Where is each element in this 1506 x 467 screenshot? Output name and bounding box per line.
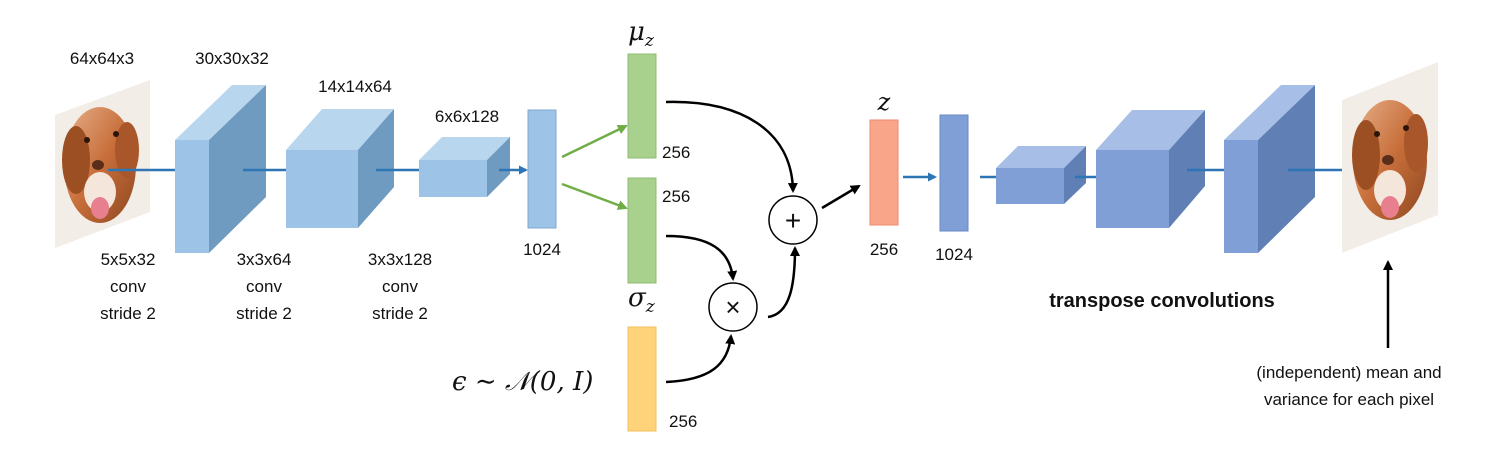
enc-op-1-kernel: 5x5x32 bbox=[101, 250, 156, 269]
epsilon-distribution-label: ϵ ∼ 𝒩(0, I) bbox=[452, 367, 593, 397]
mu-bar bbox=[627, 53, 657, 159]
times-operator bbox=[708, 282, 758, 332]
enc-op-2-kernel: 3x3x64 bbox=[237, 250, 292, 269]
encoder-fc-1024 bbox=[527, 109, 557, 229]
decoder-block-1 bbox=[996, 146, 1086, 204]
z-label: z bbox=[877, 88, 891, 116]
mu-size-label: 256 bbox=[662, 143, 690, 162]
enc-dim-label-1: 30x30x32 bbox=[195, 49, 269, 68]
enc-op-2-stride: stride 2 bbox=[236, 304, 292, 323]
enc-op-1-type: conv bbox=[110, 277, 146, 296]
enc-op-3-type: conv bbox=[382, 277, 418, 296]
enc-dim-label-2: 14x14x64 bbox=[318, 77, 392, 96]
plus-symbol: + bbox=[785, 205, 801, 236]
encoder-block-3 bbox=[419, 137, 510, 197]
output-caption-line-2: variance for each pixel bbox=[1264, 390, 1434, 409]
transpose-convolutions-caption: transpose convolutions bbox=[1049, 290, 1275, 312]
output-caption-line-1: (independent) mean and bbox=[1256, 363, 1441, 382]
decoder-fc-size-label: 1024 bbox=[935, 245, 973, 264]
encoder-fc-size-label: 1024 bbox=[523, 240, 561, 259]
sigma-size-label: 256 bbox=[662, 187, 690, 206]
decoder-fc-1024 bbox=[939, 114, 969, 232]
input-dim-label: 64x64x3 bbox=[70, 49, 134, 68]
enc-op-1-stride: stride 2 bbox=[100, 304, 156, 323]
sigma-label: σz bbox=[628, 283, 656, 317]
arrow-plus-to-z bbox=[821, 184, 861, 210]
output-dog-image bbox=[1342, 62, 1438, 253]
mu-label: μz bbox=[628, 17, 655, 51]
z-bar bbox=[869, 119, 899, 226]
encoder-block-1 bbox=[175, 85, 266, 253]
enc-op-3-stride: stride 2 bbox=[372, 304, 428, 323]
epsilon-size-label: 256 bbox=[669, 412, 697, 431]
arrow-mu-to-plus bbox=[665, 100, 798, 193]
z-size-label: 256 bbox=[870, 240, 898, 259]
decoder-block-3 bbox=[1224, 85, 1315, 253]
enc-op-2-type: conv bbox=[246, 277, 282, 296]
arrow-times-to-plus bbox=[767, 246, 800, 319]
times-symbol: × bbox=[725, 292, 740, 322]
encoder-block-2 bbox=[286, 109, 394, 228]
sigma-bar bbox=[627, 177, 657, 284]
arrow-fc-to-sigma bbox=[561, 182, 628, 210]
plus-operator bbox=[768, 195, 818, 245]
input-dog-image bbox=[55, 80, 150, 248]
epsilon-bar bbox=[627, 326, 657, 432]
arrow-fc-to-mu bbox=[561, 124, 628, 159]
enc-dim-label-3: 6x6x128 bbox=[435, 107, 499, 126]
arrow-sigma-to-times bbox=[665, 234, 738, 281]
enc-op-3-kernel: 3x3x128 bbox=[368, 250, 432, 269]
arrow-epsilon-to-times bbox=[665, 334, 736, 384]
